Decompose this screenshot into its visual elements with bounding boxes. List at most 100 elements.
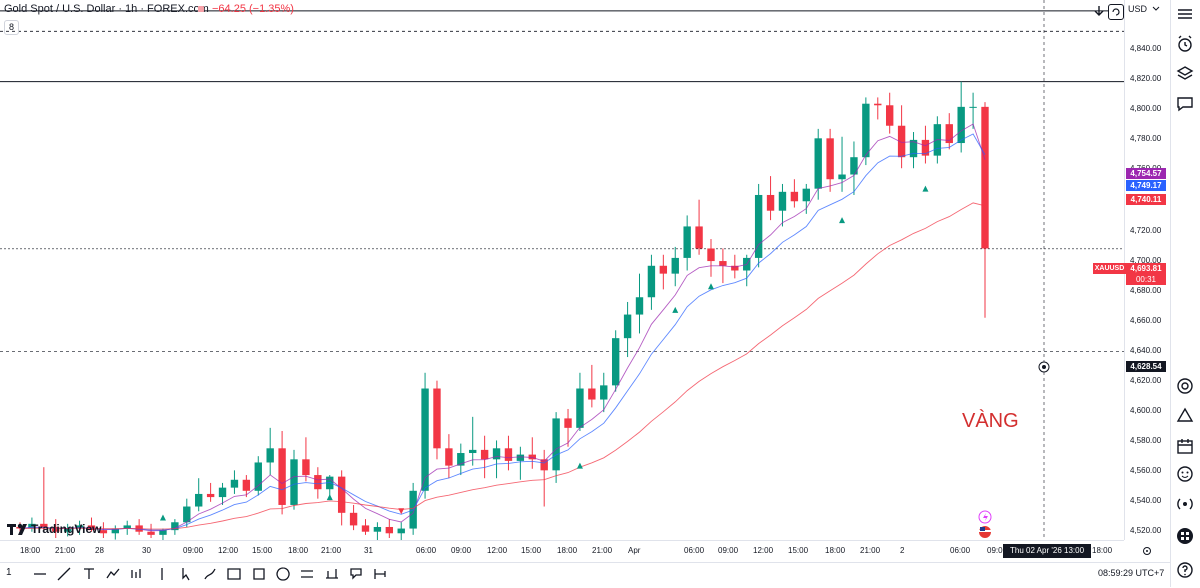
time-axis[interactable] [0, 540, 1124, 563]
time-tick-label: 18:00 [825, 546, 846, 555]
candle-body [445, 448, 453, 466]
price-note-icon[interactable] [348, 566, 364, 582]
price-tick-label: 4,780.00 [1130, 134, 1162, 143]
minus-line-icon[interactable] [32, 566, 48, 582]
price-tick-label: 4,520.00 [1130, 526, 1162, 535]
circle-target-icon[interactable] [275, 566, 291, 582]
time-tick-label: 21:00 [321, 546, 342, 555]
trend-line-icon[interactable] [56, 566, 72, 582]
candle-body [266, 448, 274, 463]
chat-icon[interactable] [1175, 94, 1195, 114]
bars-icon[interactable] [129, 566, 145, 582]
long-position-icon[interactable] [372, 566, 388, 582]
range-icon[interactable] [299, 566, 315, 582]
candle-body [552, 418, 560, 471]
signal-marker [326, 494, 333, 501]
bar-countdown: 00:31 [1126, 274, 1166, 285]
symbol-title[interactable]: Gold Spot / U.S. Dollar · 1h · FOREX.com [4, 3, 209, 15]
candle-body [850, 157, 858, 175]
time-tick-label: 30 [142, 546, 151, 555]
candle-body [433, 388, 441, 449]
price-chart[interactable] [0, 0, 1124, 546]
vertical-line-icon[interactable] [154, 566, 170, 582]
candle-body [385, 526, 394, 534]
indicator-count-chip[interactable]: 8 [4, 20, 20, 35]
candle-body [421, 388, 429, 491]
time-tick-label: 31 [364, 546, 373, 555]
candle-body [766, 194, 775, 211]
grid-apps-icon[interactable] [1175, 526, 1195, 546]
chart-text-annotation[interactable]: VÀNG [962, 410, 1019, 432]
candle-body [75, 525, 84, 529]
us-flag-event-icon[interactable] [978, 525, 992, 539]
brush-icon[interactable] [202, 566, 218, 582]
broadcast-icon[interactable] [1175, 494, 1195, 514]
time-tick-label: 18:00 [288, 546, 309, 555]
ema-purple-label: 4,754.57 [1126, 168, 1166, 179]
candle-body [159, 530, 167, 535]
measure-icon[interactable] [324, 566, 340, 582]
utc-clock[interactable]: 08:59:29 UTC+7 [1098, 568, 1165, 578]
menu-icon[interactable] [1175, 4, 1195, 24]
candle-body [457, 453, 465, 466]
price-tick-label: 4,560.00 [1130, 466, 1162, 475]
candle-body [230, 479, 239, 488]
time-tick-label: 2 [900, 546, 905, 555]
price-tick-label: 4,620.00 [1130, 376, 1162, 385]
help-icon[interactable] [1175, 560, 1195, 580]
candle-body [790, 191, 799, 202]
candle-body [528, 454, 536, 460]
price-tick-label: 4,840.00 [1130, 44, 1162, 53]
time-tick-label: 12:00 [218, 546, 239, 555]
text-icon[interactable] [81, 566, 97, 582]
chart-canvas[interactable] [0, 0, 1124, 546]
calendar-icon[interactable] [1175, 436, 1195, 456]
tradingview-logo-icon [7, 523, 27, 535]
target-icon[interactable] [1175, 376, 1195, 396]
candle-body [611, 338, 620, 386]
candle-body [802, 188, 810, 202]
candle-body [254, 462, 262, 491]
candle-body [171, 522, 179, 531]
cursor-icon[interactable] [178, 566, 194, 582]
time-tick-label: 15:00 [788, 546, 809, 555]
symbol-price-tag: XAUUSD [1093, 263, 1126, 274]
layers-icon[interactable] [1175, 64, 1195, 84]
settings-icon[interactable] [1142, 546, 1152, 556]
candle-body [635, 297, 644, 315]
candle-body [945, 124, 953, 144]
candle-body [373, 526, 382, 532]
currency-selector[interactable]: USD [1128, 4, 1148, 14]
shapes-icon[interactable] [1175, 406, 1195, 426]
lightning-event-icon[interactable] [978, 510, 992, 524]
candle-body [218, 487, 227, 498]
arrow-down-icon[interactable] [1092, 4, 1106, 18]
square-icon[interactable] [251, 566, 267, 582]
signal-marker [398, 508, 405, 515]
sync-icon[interactable] [1108, 4, 1124, 20]
candle-body [719, 261, 727, 266]
price-tick-label: 4,640.00 [1130, 346, 1162, 355]
crosshair-time-label: Thu 02 Apr '26 13:00 [1003, 544, 1091, 558]
candle-body [969, 106, 977, 108]
rectangle-icon[interactable] [226, 566, 242, 582]
candle-body [302, 459, 310, 476]
alarm-clock-icon[interactable] [1175, 34, 1195, 54]
candle-body [874, 103, 882, 106]
last-price-label: 4,693.81 [1126, 263, 1166, 274]
candle-body [623, 314, 632, 339]
add-alert-icon[interactable] [1038, 361, 1050, 373]
path-icon[interactable] [105, 566, 121, 582]
candle-body [195, 493, 203, 507]
candle-body [40, 523, 48, 527]
candle-body [337, 476, 346, 513]
time-tick-label: 09:00 [183, 546, 204, 555]
ema-purple-line [19, 123, 986, 532]
time-tick-label: 21:00 [55, 546, 76, 555]
candle-body [564, 418, 572, 428]
chevron-down-icon[interactable] [1152, 5, 1160, 13]
smiley-icon[interactable] [1175, 464, 1195, 484]
candle-body [814, 138, 822, 189]
market-status-icon [198, 6, 204, 12]
candle-body [278, 448, 286, 505]
